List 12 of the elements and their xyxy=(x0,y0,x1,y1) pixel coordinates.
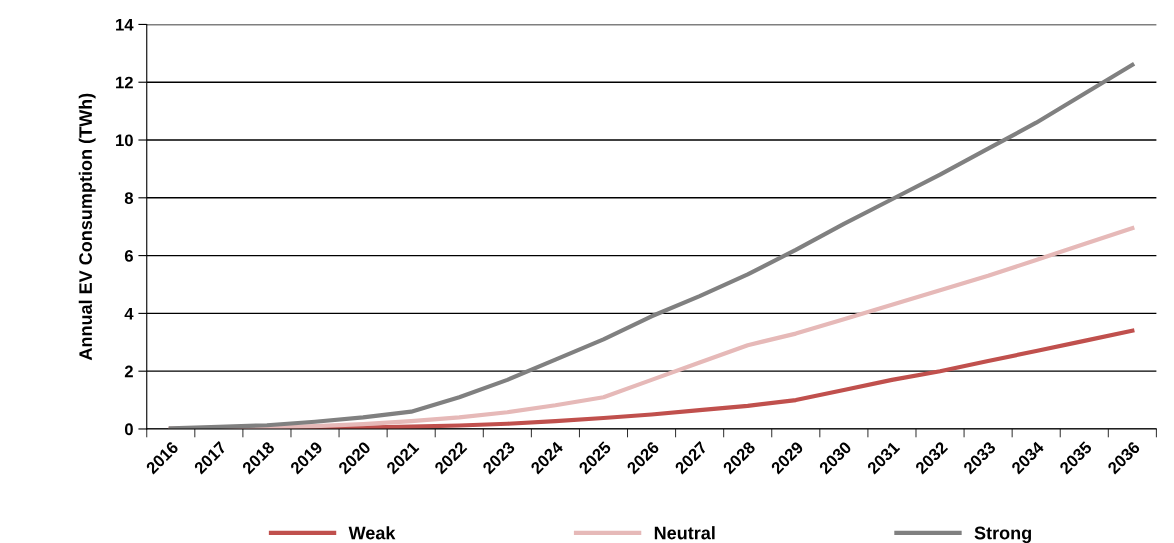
y-tick-label: 14 xyxy=(116,19,134,31)
y-tick-label: 8 xyxy=(124,192,134,205)
y-tick-label: 2 xyxy=(124,365,133,378)
y-tick-label: 4 xyxy=(124,307,134,320)
y-axis-title: Annual EV Consumption (TWh) xyxy=(78,93,96,361)
y-tick-label: 6 xyxy=(124,250,133,262)
legend-label: Strong xyxy=(974,526,1031,543)
y-tick-label: 12 xyxy=(116,76,133,89)
y-tick-label: 10 xyxy=(116,134,133,147)
legend-label: Neutral xyxy=(654,526,715,540)
legend-label: Weak xyxy=(348,526,396,540)
y-tick-label: 0 xyxy=(124,423,133,436)
